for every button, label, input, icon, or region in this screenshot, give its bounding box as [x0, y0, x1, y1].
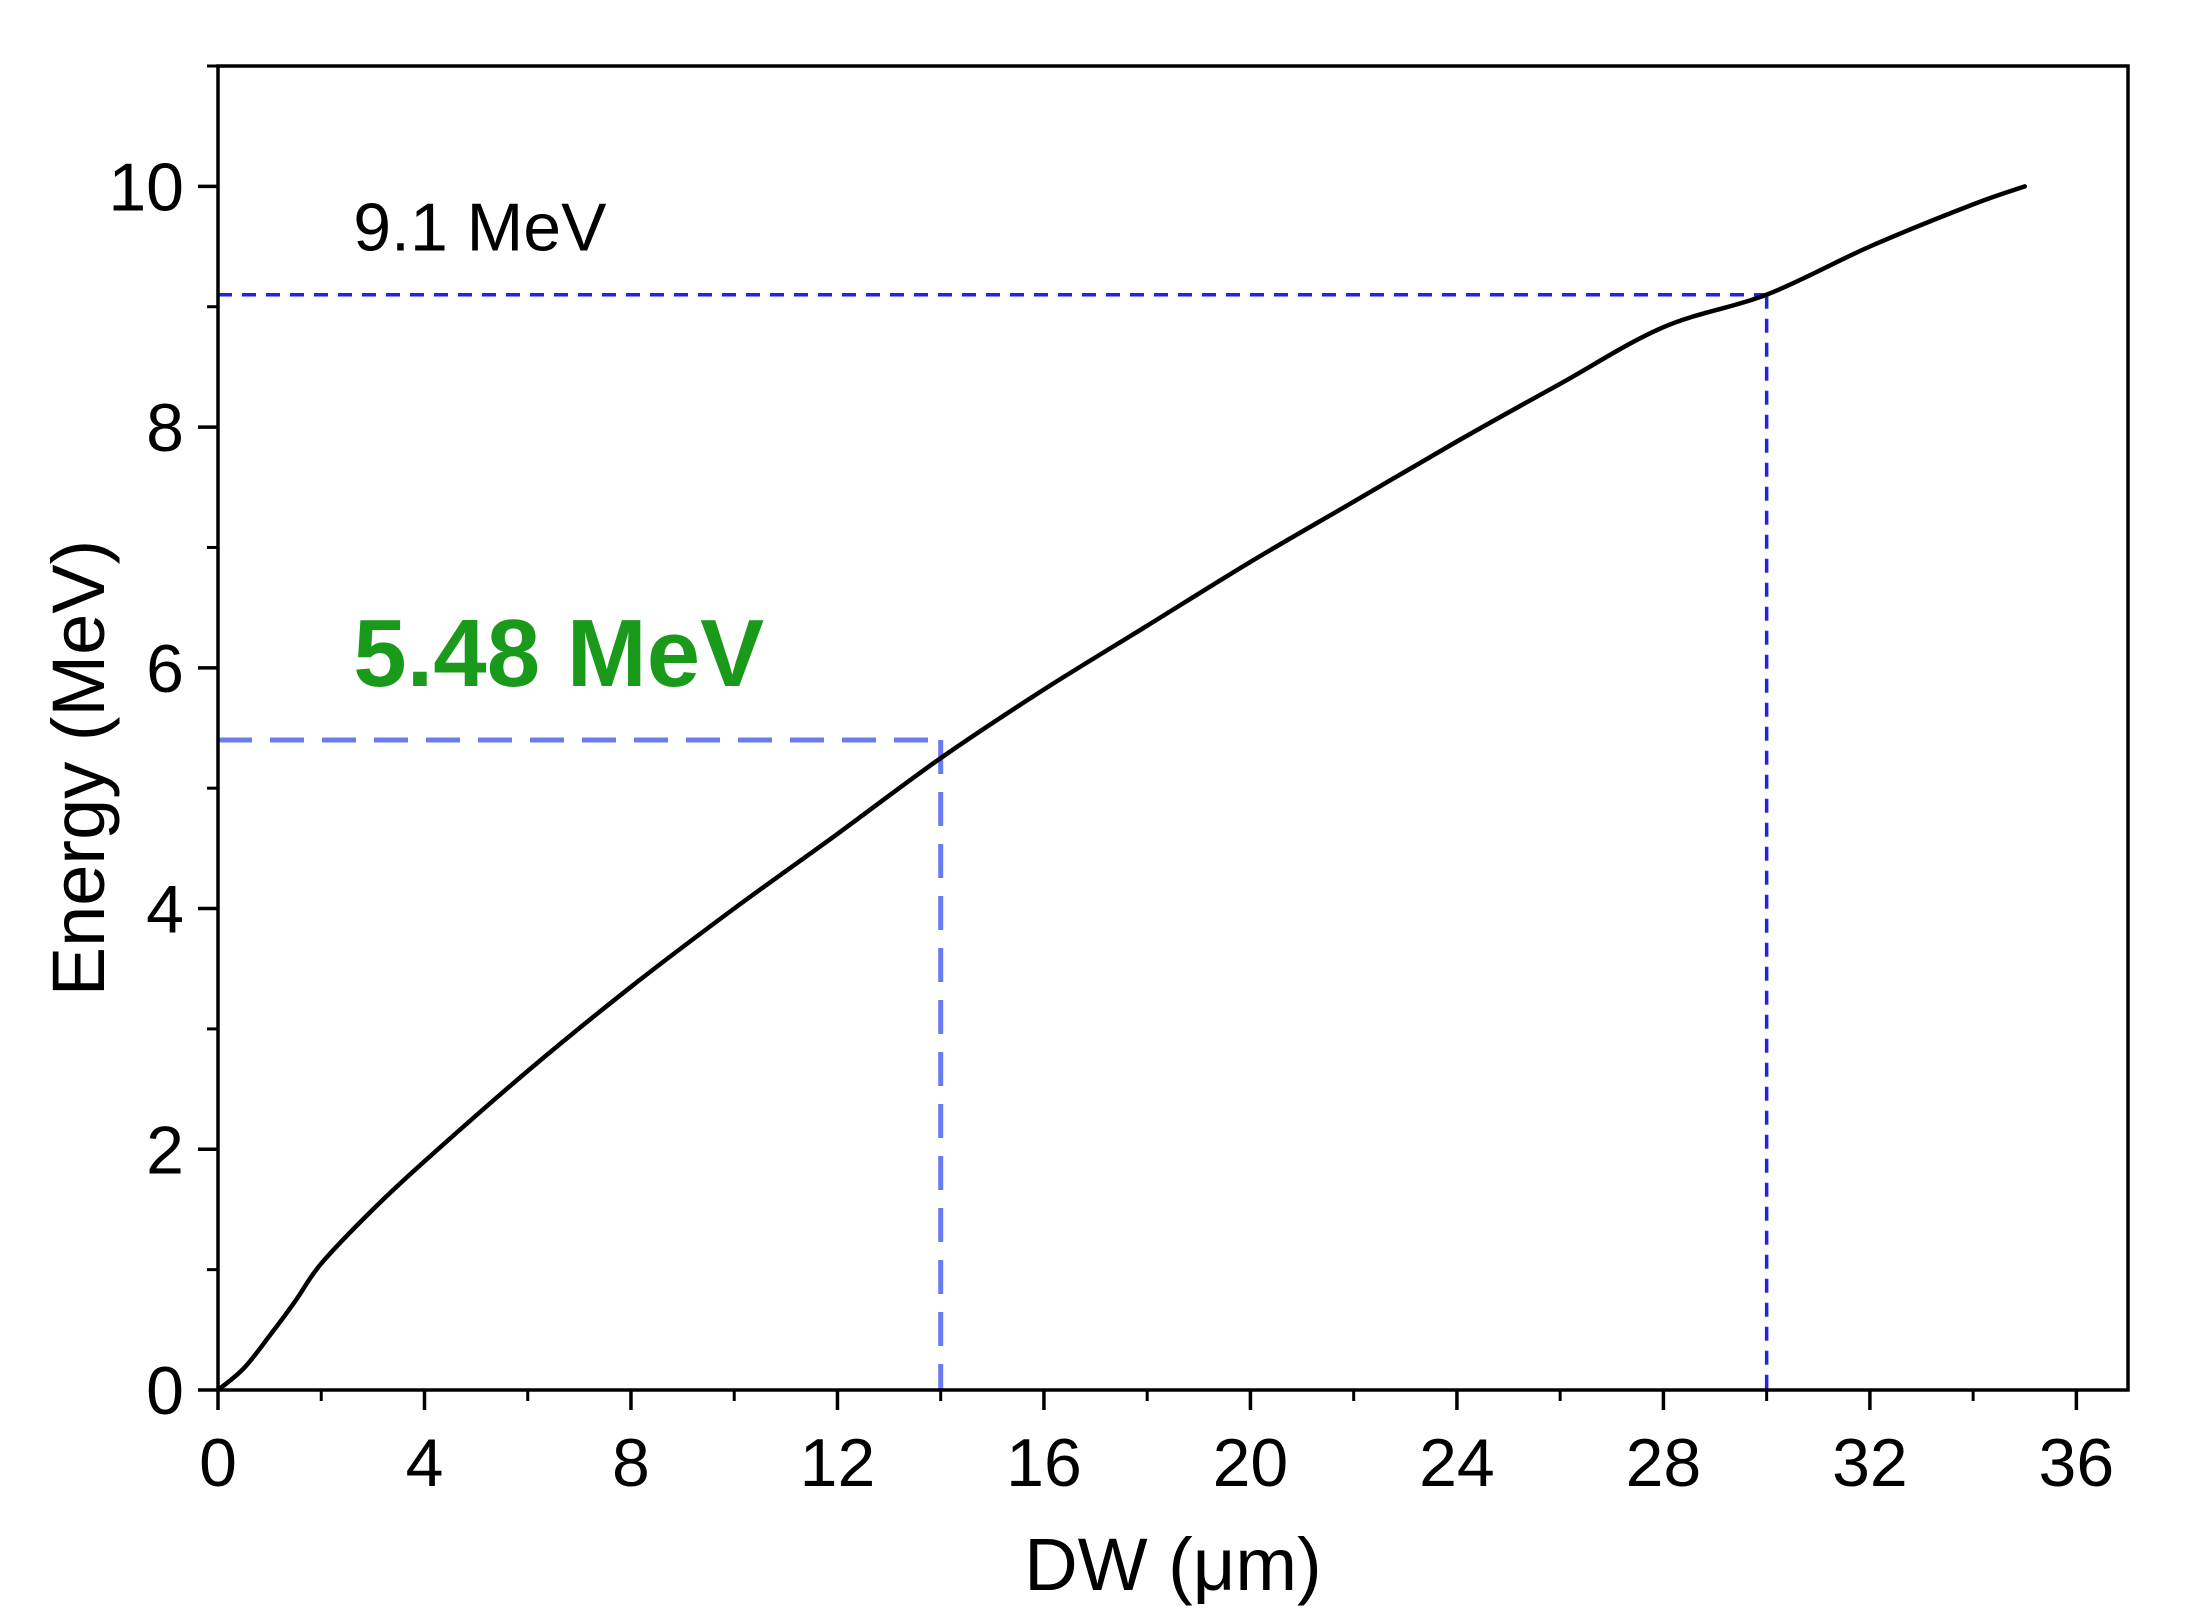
series-line-0	[215, 184, 2028, 1393]
axes-group	[216, 64, 2130, 1392]
x-tick-label: 20	[1213, 1425, 1289, 1501]
annotations-group: 9.1 MeV 5.48 MeV	[353, 189, 764, 706]
y-tick-label: 8	[146, 390, 184, 466]
x-tick-label: 16	[1006, 1425, 1082, 1501]
x-tick-label: 28	[1626, 1425, 1702, 1501]
x-tick-label: 8	[612, 1425, 650, 1501]
reference-lines	[218, 292, 1769, 1390]
annotation-5-48-mev: 5.48 MeV	[353, 600, 764, 707]
series-group	[215, 184, 2028, 1393]
annotation-9-1-mev: 9.1 MeV	[353, 189, 607, 265]
x-tick-label: 4	[406, 1425, 444, 1501]
x-tick-label: 32	[1832, 1425, 1908, 1501]
axis-titles-group: DW (μm) Energy (MeV)	[37, 540, 1322, 1606]
x-tick-label: 12	[800, 1425, 876, 1501]
y-tick-label: 2	[146, 1112, 184, 1188]
x-tick-label: 36	[2039, 1425, 2115, 1501]
y-tick-label: 4	[146, 872, 184, 948]
x-tick-label: 24	[1419, 1425, 1495, 1501]
x-axis-title: DW (μm)	[1024, 1523, 1321, 1606]
y-axis-title: Energy (MeV)	[37, 540, 120, 996]
x-tick-label: 0	[199, 1425, 237, 1501]
y-tick-label: 6	[146, 631, 184, 707]
y-tick-label: 10	[108, 149, 184, 225]
plot-frame	[216, 64, 2130, 1392]
y-tick-label: 0	[146, 1353, 184, 1429]
